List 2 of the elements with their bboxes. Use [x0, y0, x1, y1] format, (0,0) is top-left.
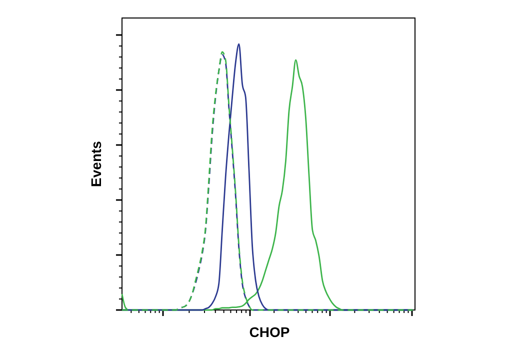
x-axis-title: CHOP [249, 324, 290, 340]
y-axis-title: Events [88, 140, 104, 187]
